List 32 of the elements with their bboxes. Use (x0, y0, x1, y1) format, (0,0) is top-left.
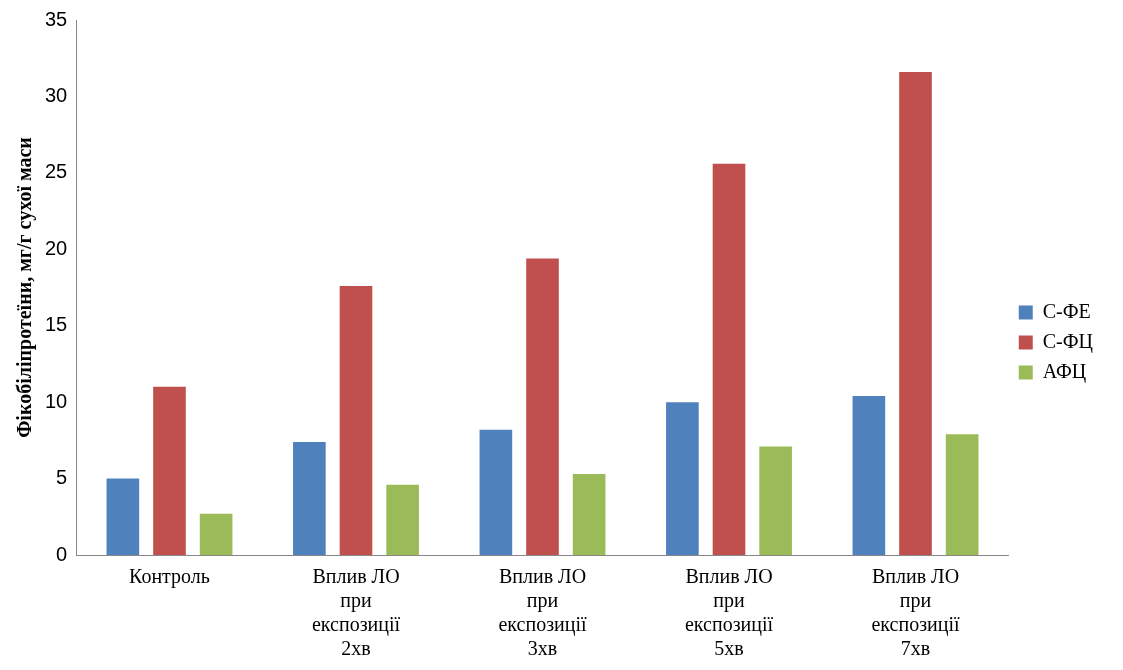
bar (479, 429, 513, 555)
y-tick-label: 5 (56, 466, 68, 489)
bar (199, 513, 233, 555)
x-tick-label: Контроль (129, 565, 210, 589)
x-tick-label: Вплив ЛО при експозиції 7хв (871, 565, 960, 660)
bar (339, 285, 373, 555)
y-tick-label: 15 (45, 313, 68, 336)
x-tick-label: Вплив ЛО при експозиції 2хв (311, 565, 401, 660)
x-tick-label: Вплив ЛО при експозиції 5хв (684, 565, 774, 660)
legend-label: С-ФЦ (1042, 329, 1094, 353)
bar (712, 163, 746, 555)
legend-label: С-ФЕ (1042, 299, 1091, 322)
y-tick-label: 0 (56, 542, 68, 565)
bar (386, 484, 419, 555)
bar (572, 473, 606, 555)
y-axis-title: Фікобіліпротеїни, мг/г сухої маси (13, 137, 37, 438)
bar (945, 434, 979, 555)
bar (852, 396, 886, 555)
bar (153, 386, 186, 555)
x-tick-label: Вплив ЛО при експозиції 3хв (498, 565, 587, 660)
bar (106, 478, 140, 555)
bar (899, 71, 932, 555)
y-tick-label: 25 (45, 160, 68, 183)
bar (759, 446, 792, 555)
legend-label: АФЦ (1042, 359, 1087, 383)
y-tick-label: 30 (45, 83, 68, 106)
y-tick-label: 35 (45, 7, 68, 30)
bar (666, 402, 699, 555)
y-tick-label: 10 (45, 389, 68, 412)
bar (526, 258, 559, 555)
bar (293, 441, 326, 555)
y-tick-label: 20 (45, 236, 68, 259)
